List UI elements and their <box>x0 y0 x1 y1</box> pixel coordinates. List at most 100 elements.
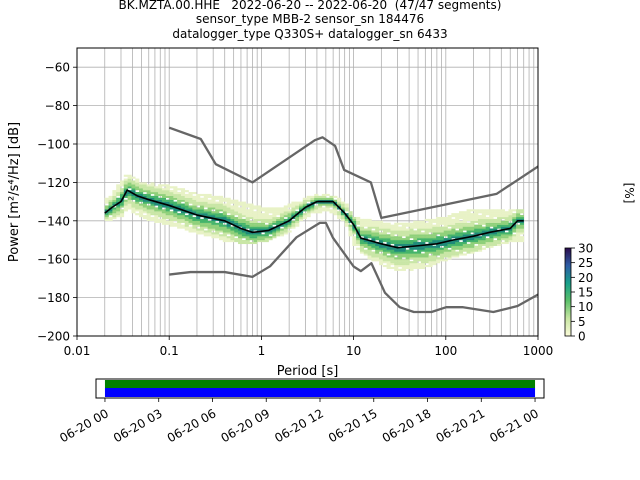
density-cell <box>287 226 292 229</box>
density-cell <box>367 228 372 231</box>
density-cell <box>333 195 338 198</box>
density-cell <box>272 230 277 233</box>
density-cell <box>443 226 448 229</box>
y-tick-label: −120 <box>37 176 70 190</box>
density-cell <box>116 184 121 187</box>
density-cell <box>462 240 467 243</box>
density-cell <box>226 240 231 243</box>
density-cell <box>112 199 117 202</box>
density-cell <box>211 195 216 198</box>
density-cell <box>169 216 174 220</box>
density-cell <box>180 218 186 221</box>
density-cell <box>367 257 372 260</box>
density-cell <box>474 240 479 243</box>
density-cell <box>318 207 323 210</box>
density-cell <box>436 249 441 252</box>
density-cell <box>108 201 113 204</box>
density-cell <box>481 228 486 231</box>
density-cell <box>409 251 414 254</box>
density-cell <box>424 259 429 262</box>
density-cell <box>123 207 128 210</box>
density-cell <box>257 211 262 214</box>
density-cell <box>215 197 220 200</box>
density-cell <box>314 197 319 200</box>
density-cell <box>123 186 128 189</box>
density-cell <box>135 205 140 208</box>
density-cell <box>207 211 212 214</box>
density-cell <box>169 201 174 204</box>
density-cell <box>260 228 266 231</box>
density-cell <box>451 255 456 258</box>
density-cell <box>318 195 323 198</box>
density-cell <box>123 178 128 181</box>
density-cell <box>139 193 144 197</box>
density-cell <box>356 236 361 239</box>
density-cell <box>158 215 163 218</box>
density-cell <box>241 230 246 233</box>
density-cell <box>401 264 406 268</box>
density-cell <box>196 203 201 206</box>
density-cell <box>451 226 456 229</box>
density-cell <box>199 193 205 197</box>
x-tick-label: 1 <box>258 344 266 358</box>
density-cell <box>199 222 205 225</box>
density-cell <box>131 190 136 193</box>
density-cell <box>413 236 418 239</box>
density-cell <box>257 218 262 221</box>
density-cell <box>260 234 266 237</box>
density-cell <box>428 238 433 241</box>
density-cell <box>139 209 144 212</box>
density-cell <box>382 251 387 254</box>
density-cell <box>451 240 456 243</box>
density-cell <box>203 224 208 227</box>
density-cell <box>451 215 456 218</box>
density-cell <box>413 266 418 269</box>
density-cell <box>238 234 243 237</box>
density-cell <box>378 247 384 250</box>
density-cell <box>279 228 285 231</box>
density-cell <box>439 257 445 260</box>
density-cell <box>432 249 437 252</box>
density-cell <box>485 224 490 227</box>
density-cell <box>150 192 155 195</box>
density-cell <box>215 211 220 214</box>
density-cell <box>234 220 239 223</box>
density-cell <box>356 216 361 220</box>
density-cell <box>478 243 483 246</box>
density-cell <box>127 174 132 177</box>
density-cell <box>219 213 224 216</box>
density-cell <box>203 201 208 204</box>
density-cell <box>241 211 246 214</box>
density-cell <box>337 199 342 202</box>
density-cell <box>245 236 250 239</box>
density-cell <box>409 228 414 231</box>
density-cell <box>283 232 288 235</box>
density-cell <box>512 236 517 239</box>
density-cell <box>394 268 399 271</box>
density-cell <box>420 261 425 264</box>
density-cell <box>184 216 189 220</box>
colorbar-tick-label: 30 <box>578 242 593 256</box>
density-cell <box>413 253 418 256</box>
density-cell <box>268 230 273 233</box>
density-cell <box>363 234 368 237</box>
density-cell <box>199 203 205 206</box>
density-cell <box>203 193 208 197</box>
density-cell <box>196 209 201 212</box>
density-cell <box>447 245 452 248</box>
density-cell <box>500 224 505 227</box>
density-cell <box>340 213 346 216</box>
density-cell <box>398 232 403 235</box>
density-cell <box>375 255 380 258</box>
density-cell <box>276 213 281 216</box>
density-cell <box>428 264 433 268</box>
density-cell <box>272 213 277 216</box>
density-cell <box>394 249 399 252</box>
density-cell <box>116 213 121 216</box>
density-cell <box>264 232 269 235</box>
density-cell <box>333 205 338 208</box>
density-cell <box>458 251 464 254</box>
density-cell <box>230 220 235 223</box>
density-cell <box>169 197 174 200</box>
density-cell <box>451 249 456 252</box>
